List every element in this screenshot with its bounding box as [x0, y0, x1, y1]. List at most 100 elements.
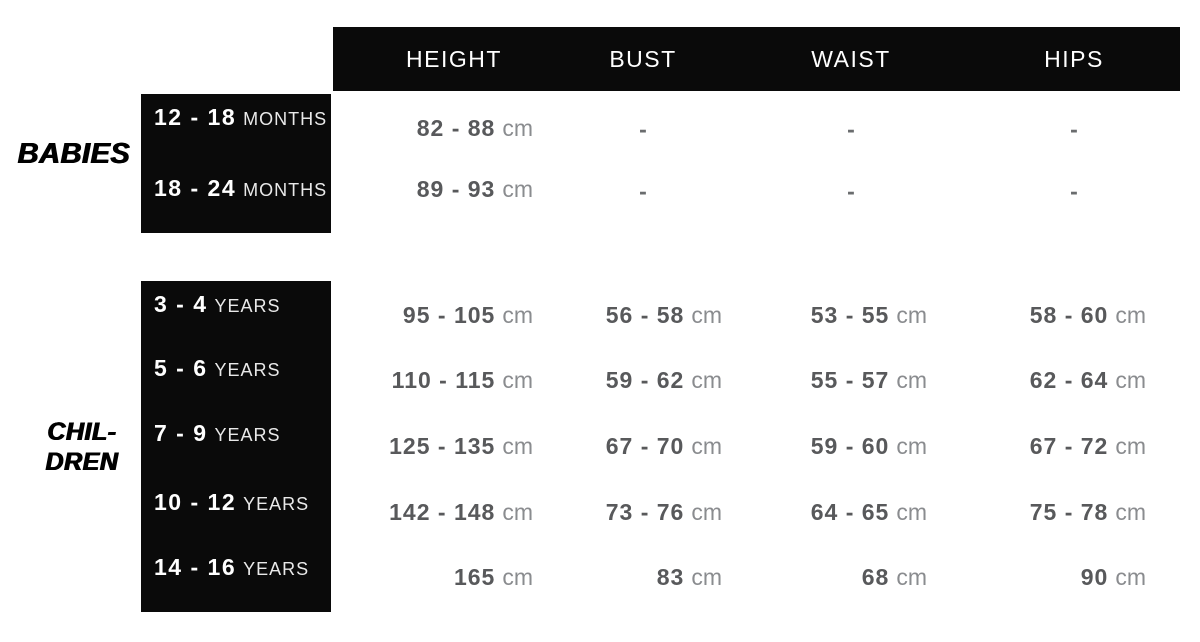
waist-value: 53 - 55 cm	[811, 302, 927, 332]
age-row: 5 - 6 YEARS	[154, 356, 281, 384]
hips-value: 67 - 72 cm	[1030, 433, 1146, 463]
age-unit-label: YEARS	[243, 559, 310, 579]
waist-unit: cm	[896, 499, 927, 525]
height-value: 142 - 148 cm	[389, 499, 533, 529]
babies-group-box	[141, 94, 331, 233]
age-range: 7 - 9	[154, 420, 208, 446]
waist-number: 68	[861, 564, 890, 590]
age-unit-label: YEARS	[243, 494, 310, 514]
height-number: 125 - 135	[389, 433, 496, 459]
age-range: 10 - 12	[154, 489, 237, 515]
height-value: 82 - 88 cm	[417, 115, 533, 145]
height-value: 125 - 135 cm	[389, 433, 533, 463]
bust-value: 56 - 58 cm	[606, 302, 722, 332]
age-row: 3 - 4 YEARS	[154, 292, 281, 320]
age-row: 18 - 24 MONTHS	[154, 176, 327, 204]
height-number: 95 - 105	[402, 302, 496, 328]
group-label-babies: BABIES	[17, 138, 131, 170]
column-header-hips: HIPS	[1044, 46, 1104, 72]
group-label-children: CHIL- DREN	[22, 417, 142, 477]
hips-unit: cm	[1115, 564, 1146, 590]
height-value: 110 - 115 cm	[392, 367, 533, 397]
bust-value: 67 - 70 cm	[606, 433, 722, 463]
height-unit: cm	[502, 302, 533, 328]
height-number: 89 - 93	[416, 176, 496, 202]
hips-number: 90	[1080, 564, 1109, 590]
waist-value: 64 - 65 cm	[811, 499, 927, 529]
hips-value: 75 - 78 cm	[1030, 499, 1146, 529]
children-group-box	[141, 281, 331, 612]
height-number: 82 - 88	[416, 115, 496, 141]
column-header-waist: WAIST	[811, 46, 891, 72]
bust-value-dash: -	[639, 116, 647, 142]
waist-value-dash: -	[847, 178, 855, 204]
waist-number: 53 - 55	[810, 302, 890, 328]
hips-value: 62 - 64 cm	[1030, 367, 1146, 397]
hips-value-dash: -	[1070, 178, 1078, 204]
age-unit-label: MONTHS	[243, 109, 328, 129]
height-value: 95 - 105 cm	[403, 302, 533, 332]
bust-number: 56 - 58	[605, 302, 685, 328]
height-number: 142 - 148	[389, 499, 496, 525]
height-number: 165	[453, 564, 496, 590]
bust-number: 59 - 62	[605, 367, 685, 393]
age-unit-label: YEARS	[214, 425, 281, 445]
bust-number: 67 - 70	[605, 433, 685, 459]
bust-value: 59 - 62 cm	[606, 367, 722, 397]
hips-value: 58 - 60 cm	[1030, 302, 1146, 332]
hips-unit: cm	[1115, 302, 1146, 328]
age-unit-label: YEARS	[214, 360, 281, 380]
waist-unit: cm	[896, 564, 927, 590]
age-range: 18 - 24	[154, 175, 237, 201]
waist-value: 68 cm	[862, 564, 927, 594]
age-row: 12 - 18 MONTHS	[154, 105, 327, 133]
waist-value: 59 - 60 cm	[811, 433, 927, 463]
age-row: 14 - 16 YEARS	[154, 555, 309, 583]
height-unit: cm	[502, 115, 533, 141]
bust-unit: cm	[691, 302, 722, 328]
waist-unit: cm	[896, 433, 927, 459]
waist-number: 64 - 65	[810, 499, 890, 525]
bust-unit: cm	[691, 367, 722, 393]
age-unit-label: YEARS	[214, 296, 281, 316]
column-header-bust: BUST	[609, 46, 677, 72]
waist-unit: cm	[896, 302, 927, 328]
waist-number: 59 - 60	[810, 433, 890, 459]
height-value: 89 - 93 cm	[417, 176, 533, 206]
hips-number: 67 - 72	[1029, 433, 1109, 459]
age-row: 7 - 9 YEARS	[154, 421, 281, 449]
height-unit: cm	[502, 176, 533, 202]
waist-number: 55 - 57	[810, 367, 890, 393]
height-value: 165 cm	[454, 564, 533, 594]
hips-unit: cm	[1115, 433, 1146, 459]
height-unit: cm	[502, 433, 533, 459]
height-unit: cm	[502, 367, 533, 393]
bust-unit: cm	[691, 564, 722, 590]
hips-number: 62 - 64	[1029, 367, 1109, 393]
hips-number: 75 - 78	[1029, 499, 1109, 525]
bust-value-dash: -	[639, 178, 647, 204]
bust-number: 73 - 76	[605, 499, 685, 525]
waist-unit: cm	[896, 367, 927, 393]
bust-value: 73 - 76 cm	[606, 499, 722, 529]
age-range: 5 - 6	[154, 355, 208, 381]
age-range: 12 - 18	[154, 104, 237, 130]
hips-value-dash: -	[1070, 116, 1078, 142]
hips-unit: cm	[1115, 499, 1146, 525]
bust-number: 83	[656, 564, 685, 590]
group-label-children-line2: DREN	[45, 448, 119, 476]
age-range: 14 - 16	[154, 554, 237, 580]
table-header-bar: HEIGHT BUST WAIST HIPS	[333, 27, 1180, 91]
bust-unit: cm	[691, 499, 722, 525]
age-range: 3 - 4	[154, 291, 208, 317]
column-header-height: HEIGHT	[406, 46, 502, 72]
waist-value: 55 - 57 cm	[811, 367, 927, 397]
hips-value: 90 cm	[1081, 564, 1146, 594]
waist-value-dash: -	[847, 116, 855, 142]
age-row: 10 - 12 YEARS	[154, 490, 309, 518]
bust-value: 83 cm	[657, 564, 722, 594]
hips-unit: cm	[1115, 367, 1146, 393]
height-number: 110 - 115	[391, 367, 496, 393]
age-unit-label: MONTHS	[243, 180, 328, 200]
hips-number: 58 - 60	[1029, 302, 1109, 328]
